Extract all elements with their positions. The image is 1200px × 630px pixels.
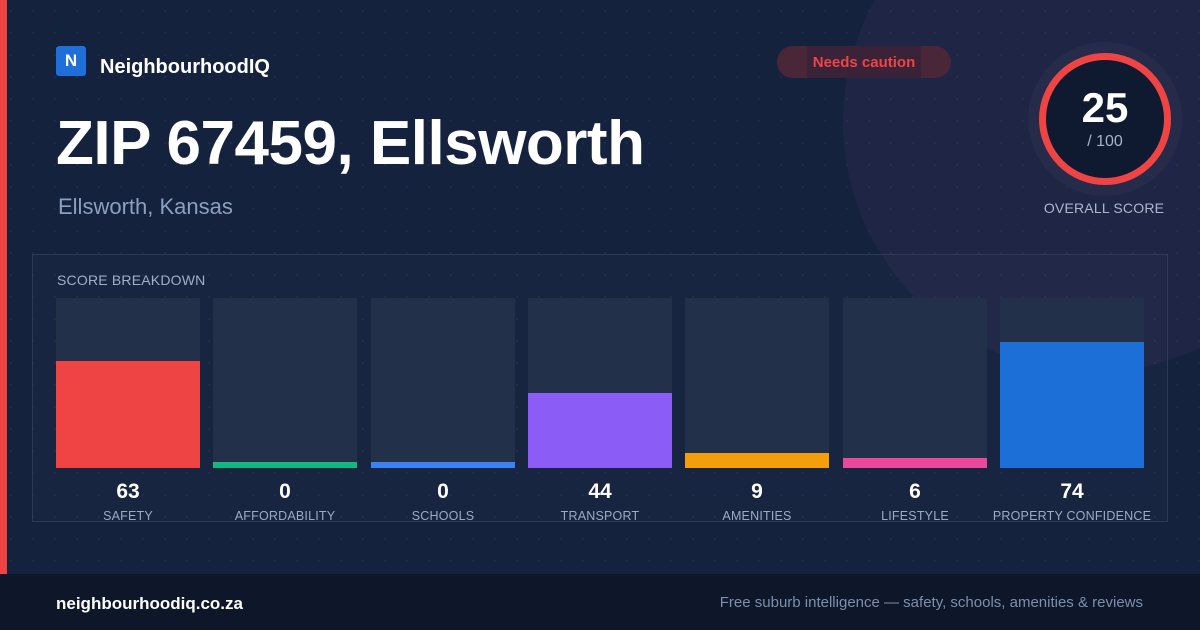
- overall-score-label: OVERALL SCORE: [1043, 200, 1165, 216]
- breakdown-item-lifestyle: 6 LIFESTYLE: [843, 298, 987, 523]
- breakdown-item-property-confidence: 74 PROPERTY CONFIDENCE: [993, 298, 1151, 523]
- bar-fill: [371, 462, 515, 468]
- breakdown-item-affordability: 0 AFFORDABILITY: [213, 298, 357, 523]
- bar-fill: [56, 361, 200, 468]
- logo-icon: N: [56, 46, 86, 76]
- score-breakdown-panel: SCORE BREAKDOWN 63 SAFETY 0 AFFORDABILITY 0 S…: [32, 254, 1168, 523]
- bar-label: AMENITIES: [722, 509, 792, 523]
- bar-fill: [843, 458, 987, 468]
- bar-track: [685, 298, 829, 468]
- page-title: ZIP 67459, Ellsworth: [56, 109, 645, 178]
- left-accent-bar: [0, 0, 7, 574]
- bar-label: SAFETY: [103, 509, 153, 523]
- breakdown-title: SCORE BREAKDOWN: [57, 272, 206, 288]
- bar-label: SCHOOLS: [411, 509, 475, 523]
- bar-value: 0: [437, 480, 449, 503]
- badge-right-cap: [921, 46, 951, 78]
- bar-track: [213, 298, 357, 468]
- bar-value: 74: [1060, 480, 1084, 503]
- bar-label: LIFESTYLE: [881, 509, 949, 523]
- score-ring: 25 / 100: [1039, 53, 1171, 185]
- badge-left-cap: [777, 46, 807, 78]
- bar-track: [56, 298, 200, 468]
- bar-fill: [685, 453, 829, 468]
- footer: neighbourhoodiq.co.za Free suburb intell…: [0, 574, 1200, 630]
- overall-score-max: / 100: [1087, 133, 1123, 150]
- bar-track: [1000, 298, 1144, 468]
- breakdown-item-transport: 44 TRANSPORT: [528, 298, 672, 523]
- bar-label: PROPERTY CONFIDENCE: [992, 509, 1152, 523]
- breakdown-item-safety: 63 SAFETY: [56, 298, 200, 523]
- logo-letter: N: [64, 51, 78, 70]
- bar-label: TRANSPORT: [560, 509, 640, 523]
- bar-value: 63: [116, 480, 140, 503]
- share-card: N NeighbourhoodIQ Needs caution ZIP 6745…: [0, 0, 1200, 574]
- status-badge-label: Needs caution: [812, 53, 916, 71]
- bar-track: [371, 298, 515, 468]
- bar-fill: [1000, 342, 1144, 468]
- location-subtitle: Ellsworth, Kansas: [58, 194, 233, 219]
- bar-value: 44: [588, 480, 612, 503]
- bar-value: 9: [751, 480, 763, 503]
- breakdown-bars: 63 SAFETY 0 AFFORDABILITY 0 SCHOOLS 44 TRANSPOR…: [56, 298, 1151, 523]
- status-badge: Needs caution: [777, 46, 951, 78]
- overall-score-gauge: 25 / 100: [1028, 42, 1182, 196]
- bar-fill: [213, 462, 357, 468]
- dot-grid-background: [0, 0, 1200, 574]
- bar-value: 6: [909, 480, 921, 503]
- bar-label: AFFORDABILITY: [234, 509, 336, 523]
- brand-name: NeighbourhoodIQ: [100, 56, 270, 78]
- bar-fill: [528, 393, 672, 468]
- overall-score-value: 25: [1081, 84, 1129, 131]
- bar-track: [528, 298, 672, 468]
- breakdown-item-schools: 0 SCHOOLS: [371, 298, 515, 523]
- bar-track: [843, 298, 987, 468]
- footer-tagline: Free suburb intelligence — safety, schoo…: [719, 594, 1143, 611]
- footer-url: neighbourhoodiq.co.za: [56, 594, 243, 613]
- bar-value: 0: [279, 480, 291, 503]
- breakdown-item-amenities: 9 AMENITIES: [685, 298, 829, 523]
